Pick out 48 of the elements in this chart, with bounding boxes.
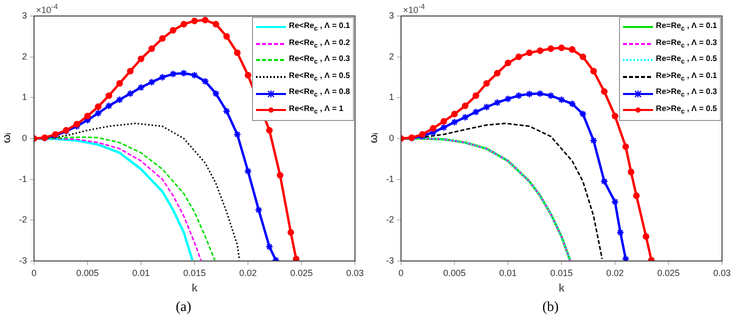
legend-label: Re<Re$_{c}$ , Λ = 0.8 [288,86,350,101]
text: ×10$^{-4}$ [36,2,58,15]
x-tick-label: 0.01 [132,268,150,278]
legend-label: Re<Re$_{c}$ , Λ = 0.2 [288,36,350,52]
legend-label: Re=Re$_{c}$ , Λ = 0.1 [656,20,717,35]
x-tick-label: 0 [398,268,404,278]
x-tick-label: 0.005 [76,268,99,278]
y-tick-label: -1 [18,174,27,184]
x-axis-title: k [558,282,566,294]
y-tick-label: 3 [22,10,27,20]
legend-label: Re<Re$_{c}$ , Λ = 0.3 [288,53,350,68]
legend-label: Re<Re$_{c}$ , Λ = 0.1 [288,20,350,35]
y-tick-label: 3 [388,10,394,20]
text: (b) [541,300,560,316]
legend-label: Re<Re$_{c}$ , Λ = 0.5 [288,70,350,84]
y-tick-label: 0 [388,132,394,143]
y-axis-title: ωᵢ [368,132,380,143]
y-tick-label: 0 [22,132,27,143]
legend-label: Re>Re$_{c}$ , Λ = 0.3 [656,86,717,101]
legend-label: Re=Re$_{c}$ , Λ = 0.5 [656,53,717,68]
y-tick-label: 1 [388,92,394,102]
legend-label: Re<Re$_{c}$ , Λ = 1 [288,102,344,118]
legend-label: Re>Re$_{c}$ , Λ = 0.1 [656,70,717,84]
legend-label: Re>Re$_{c}$ , Λ = 0.5 [656,102,717,118]
y-tick-label: 2 [388,51,394,62]
x-tick-label: 0.03 [713,268,731,278]
x-tick-label: 0.02 [239,268,257,278]
y-tick-label: -1 [386,174,394,184]
y-tick-label: 2 [22,51,27,62]
x-tick-label: 0.025 [657,268,680,278]
x-tick-label: 0.01 [499,268,517,278]
x-tick-label: 0.015 [550,268,573,278]
x-axis-title: k [191,282,198,294]
text: (a) [174,300,192,316]
y-tick-label: 1 [22,92,27,102]
x-tick-label: 0.005 [443,268,466,278]
x-tick-label: 0.015 [183,268,206,278]
x-tick-label: 0.03 [346,268,364,278]
y-tick-label: -3 [386,255,394,266]
y-tick-label: -2 [18,214,27,225]
y-tick-label: -3 [18,255,27,266]
legend-label: Re=Re$_{c}$ , Λ = 0.3 [656,36,717,52]
text: ×10$^{-4}$ [403,2,425,15]
y-tick-label: -2 [386,214,394,225]
x-tick-label: 0.02 [606,268,624,278]
x-tick-label: 0 [31,268,37,278]
x-tick-label: 0.025 [290,268,313,278]
y-axis-title: ωᵢ [1,132,14,143]
